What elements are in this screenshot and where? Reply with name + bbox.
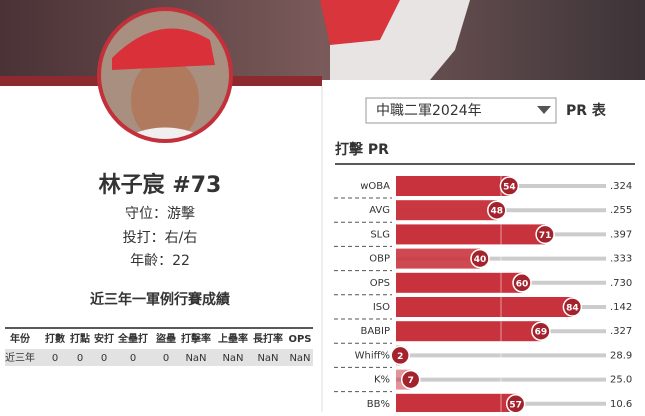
table-cell: NaN xyxy=(289,353,310,364)
table-header: 打擊率 xyxy=(181,332,211,345)
table-header: 上壘率 xyxy=(218,332,248,345)
pr-value: .730 xyxy=(610,278,632,289)
pr-stat: Whiff% xyxy=(355,350,390,361)
pr-value: .324 xyxy=(610,181,632,192)
table-cell: NaN xyxy=(222,353,243,364)
pr-stat: AVG xyxy=(369,205,390,216)
player-position: 守位：游擊 xyxy=(125,205,195,222)
pr-value: .142 xyxy=(610,302,632,313)
table-cell: 0 xyxy=(77,353,83,364)
table-cell: 0 xyxy=(130,353,136,364)
pr-value: .327 xyxy=(610,326,632,337)
pr-number: 54 xyxy=(503,183,516,193)
table-header: 全壘打 xyxy=(117,332,148,345)
pr-stat: ISO xyxy=(373,302,390,313)
stats-title: 近三年一軍例行賽成績 xyxy=(90,291,230,308)
table-header: OPS xyxy=(288,334,311,345)
pr-dot xyxy=(499,176,520,196)
season-select-text[interactable]: 中職二軍2024年 xyxy=(376,103,482,119)
player-bats: 投打：右/右 xyxy=(123,229,198,246)
pr-number: 7 xyxy=(408,376,414,386)
select-arrow xyxy=(537,106,551,114)
pr-dot xyxy=(535,224,555,245)
table-cell: NaN xyxy=(185,353,206,364)
table-header: 長打率 xyxy=(253,332,283,345)
pr-value: 25.0 xyxy=(610,375,632,386)
pr-stat: K% xyxy=(374,375,390,386)
table-cell: 0 xyxy=(163,353,169,364)
pr-dot xyxy=(470,248,490,269)
table-header: 盜壘 xyxy=(156,332,176,345)
pr-stat: OPS xyxy=(370,278,390,289)
pr-number: 69 xyxy=(535,328,548,338)
pr-number: 71 xyxy=(539,231,552,241)
pr-number: 2 xyxy=(397,352,403,362)
table-header: 年份 xyxy=(10,332,31,345)
pr-value: .255 xyxy=(610,205,632,216)
pr-dot xyxy=(562,297,583,317)
pr-bar xyxy=(396,248,480,269)
player-name: 林子宸 #73 xyxy=(99,172,222,198)
pr-value: .397 xyxy=(610,229,632,240)
table-cell: 0 xyxy=(101,353,107,364)
pr-bar xyxy=(396,200,497,221)
table-cell: NaN xyxy=(257,353,278,364)
pr-stat: BABIP xyxy=(360,326,390,337)
pr-bar xyxy=(396,224,546,245)
banner xyxy=(0,0,645,80)
table-header: 打數 xyxy=(45,332,65,345)
pr-number: 60 xyxy=(516,279,529,289)
pr-number: 84 xyxy=(566,304,579,314)
pr-bar xyxy=(396,176,510,196)
table-header: 安打 xyxy=(94,332,114,345)
pr-dot xyxy=(400,369,421,390)
pr-stat: SLG xyxy=(370,229,390,240)
section-title: 打擊 PR xyxy=(335,141,389,158)
pr-bar xyxy=(396,393,516,414)
pr-number: 48 xyxy=(491,207,504,217)
pr-bar xyxy=(396,321,541,342)
pr-value: .333 xyxy=(610,254,632,265)
table-row-bg xyxy=(5,349,313,366)
player-age: 年齡：22 xyxy=(130,253,190,269)
pr-value: 28.9 xyxy=(610,350,632,361)
pr-stat: BB% xyxy=(367,399,390,410)
pr-dot xyxy=(531,321,551,341)
pr-value: 10.6 xyxy=(610,399,632,410)
pr-number: 57 xyxy=(509,400,522,410)
pr-label: PR 表 xyxy=(566,102,607,119)
table-cell: 0 xyxy=(52,353,58,364)
table-cell: 近三年 xyxy=(5,351,35,364)
pr-stat: OBP xyxy=(369,254,390,265)
pr-bar xyxy=(396,297,573,317)
pr-dot xyxy=(390,345,410,366)
avatar xyxy=(101,11,229,139)
season-select[interactable] xyxy=(365,97,557,124)
pr-bar xyxy=(396,272,522,293)
pr-dot xyxy=(512,273,532,293)
table-header: 打點 xyxy=(70,332,90,345)
pr-stat: wOBA xyxy=(360,181,390,192)
pr-number: 40 xyxy=(474,255,487,265)
pr-dot xyxy=(487,200,507,220)
banner-jersey xyxy=(320,0,400,45)
